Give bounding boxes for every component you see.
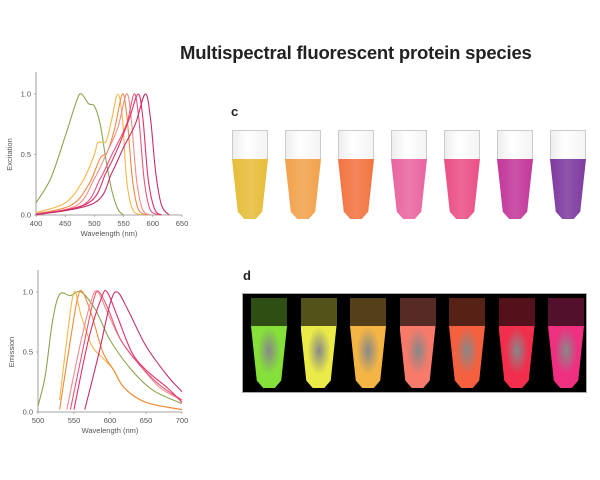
tube-6	[497, 130, 533, 219]
spectrum-line-6	[35, 93, 162, 216]
tube-liquid	[300, 326, 337, 388]
y-tick-label: 0.0	[21, 211, 31, 220]
x-tick-label: 450	[59, 219, 72, 228]
tube-liquid	[548, 326, 584, 388]
x-axis-label: Wavelength (nm)	[81, 229, 138, 238]
tube-3	[338, 130, 374, 219]
fluorescence-tubes-photo	[242, 293, 587, 393]
x-tick-label: 700	[176, 416, 189, 425]
tube-liquid	[444, 159, 480, 219]
x-axis-label: Wavelength (nm)	[82, 426, 139, 435]
tube-liquid	[550, 159, 586, 219]
tube-cap	[497, 130, 533, 159]
tube-cap	[399, 298, 436, 326]
tube-2	[300, 298, 337, 388]
tube-liquid	[251, 326, 287, 388]
absorbance-tubes-photo	[226, 128, 596, 223]
tube-cap	[548, 298, 584, 326]
tube-liquid	[350, 326, 386, 388]
tube-cap	[550, 130, 586, 159]
tube-2	[285, 130, 321, 219]
y-tick-label: 0.0	[23, 408, 33, 417]
tube-1	[251, 298, 287, 388]
emission-chart: 500 550 600 650 700 0.0 0.5 1.0 Wavelength (nm) E…	[7, 270, 189, 435]
y-tick-label: 1.0	[23, 288, 33, 297]
excitation-chart: 400 450 500 550 600 650 0.0 0.5 1.0 Wavelength (n…	[5, 72, 189, 238]
tube-cap	[449, 298, 485, 326]
tube-3	[350, 298, 386, 388]
x-tick-label: 400	[30, 219, 43, 228]
x-tick-label: 550	[117, 219, 130, 228]
tube-cap	[300, 298, 337, 326]
tube-4	[391, 130, 427, 219]
y-tick-label: 1.0	[21, 90, 31, 99]
tube-liquid	[232, 159, 268, 219]
spectrum-line-1	[37, 290, 183, 407]
tube-liquid	[338, 159, 374, 219]
tube-cap	[232, 130, 268, 159]
panel-label-d: d	[243, 268, 251, 283]
y-axis-label: Excitation	[5, 138, 14, 171]
x-tick-label: 500	[88, 219, 101, 228]
spectrum-line-5	[35, 93, 159, 216]
spectrum-line-2	[35, 93, 142, 216]
x-tick-label: 600	[147, 219, 160, 228]
tube-4	[399, 298, 436, 388]
tube-liquid	[449, 326, 485, 388]
tube-7	[550, 130, 586, 219]
spectrum-line-7	[84, 291, 183, 410]
x-tick-label: 550	[68, 416, 81, 425]
tube-7	[548, 298, 584, 388]
tube-cap	[391, 130, 427, 159]
y-axis-label: Emission	[7, 337, 16, 367]
tube-5	[449, 298, 485, 388]
x-tick-label: 650	[176, 219, 189, 228]
tube-cap	[338, 130, 374, 159]
tube-cap	[350, 298, 386, 326]
spectrum-line-1	[35, 93, 124, 216]
y-tick-label: 0.5	[23, 348, 33, 357]
x-tick-label: 500	[32, 416, 45, 425]
tube-5	[444, 130, 480, 219]
tube-liquid	[498, 326, 535, 388]
tube-cap	[498, 298, 535, 326]
tube-liquid	[285, 159, 321, 219]
tube-liquid	[497, 159, 533, 219]
spectrum-line-4	[35, 93, 151, 216]
tube-1	[232, 130, 268, 219]
x-tick-label: 650	[140, 416, 153, 425]
y-tick-label: 0.5	[21, 150, 31, 159]
x-tick-label: 600	[104, 416, 117, 425]
tube-cap	[285, 130, 321, 159]
tube-liquid	[399, 326, 436, 388]
figure-title: Multispectral fluorescent protein specie…	[180, 42, 532, 63]
spectrum-line-4	[66, 290, 183, 410]
tube-cap	[251, 298, 287, 326]
spectrum-line-7	[35, 93, 170, 216]
spectrum-line-6	[73, 289, 183, 410]
tube-6	[498, 298, 535, 388]
tube-cap	[444, 130, 480, 159]
tube-liquid	[391, 159, 427, 219]
spectrum-line-3	[35, 93, 148, 216]
panel-label-c: c	[231, 104, 239, 119]
spectrum-line-3	[59, 289, 183, 411]
